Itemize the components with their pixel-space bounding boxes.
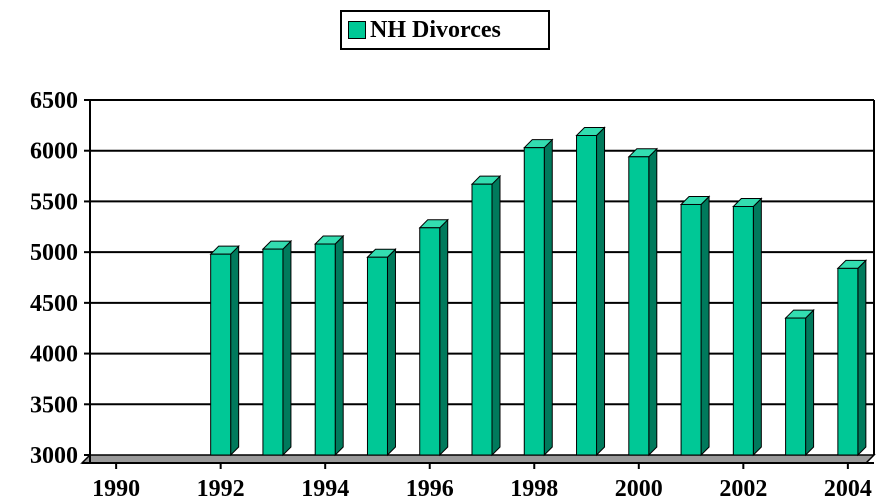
bar-front [628, 156, 650, 456]
bar-side [230, 244, 240, 457]
chart-floor [80, 454, 876, 464]
y-tick-label: 5500 [30, 189, 78, 215]
y-tick-label: 6000 [30, 139, 78, 165]
bar-side [386, 248, 396, 457]
x-tick-label: 1994 [301, 476, 349, 502]
bar-side [543, 138, 553, 457]
legend-swatch [348, 21, 366, 39]
bar-front [366, 256, 388, 456]
bar-front [523, 147, 545, 456]
x-tick-label: 2004 [824, 476, 872, 502]
bar [418, 218, 449, 457]
floor-plane [80, 454, 876, 464]
y-tick-label: 6500 [30, 88, 78, 114]
bar-side [648, 147, 658, 457]
bar-side [334, 234, 344, 457]
bars [209, 126, 868, 457]
x-tick-label: 2000 [615, 476, 663, 502]
bar-side [857, 259, 867, 457]
bar-side [282, 239, 292, 457]
bar [627, 147, 659, 457]
y-tick-label: 5000 [30, 240, 78, 266]
bar-side [805, 308, 815, 457]
bar [366, 248, 397, 457]
bar [313, 234, 345, 457]
bar-side [700, 195, 710, 457]
bar [523, 138, 554, 457]
bar [575, 126, 606, 457]
y-tick-labels: 3000 3500 4000 4500 5000 5500 6000 6500 [30, 88, 78, 469]
x-tick-label: 1998 [510, 476, 558, 502]
bar [261, 239, 293, 457]
bar-front [314, 243, 336, 456]
bar [836, 259, 868, 457]
bar [732, 197, 763, 457]
y-tick-label: 4000 [30, 342, 78, 368]
axes [82, 100, 875, 464]
bar-front [837, 267, 859, 456]
y-tick-label: 4500 [30, 291, 78, 317]
bar-front [471, 183, 493, 456]
legend-label: NH Divorces [370, 16, 501, 43]
bar-side [752, 197, 762, 457]
x-tick-label: 1990 [92, 476, 140, 502]
y-tick-label: 3500 [30, 392, 78, 418]
bar [209, 244, 240, 457]
bar [679, 195, 711, 457]
y-tick-label: 3000 [30, 443, 78, 469]
bar-side [596, 126, 606, 457]
bar-front [210, 253, 232, 456]
bar-front [680, 203, 702, 456]
bar-front [785, 317, 807, 456]
bar [784, 308, 815, 457]
legend: NH Divorces [340, 10, 550, 50]
bar-front [576, 135, 598, 456]
bar [470, 174, 502, 457]
x-tick-label: 2002 [719, 476, 767, 502]
bar-front [732, 206, 754, 456]
bar-front [262, 248, 284, 456]
x-tick-labels: 1990 1992 1994 1996 1998 2000 2002 2004 [92, 463, 872, 502]
bar-side [439, 218, 449, 457]
x-tick-label: 1992 [197, 476, 245, 502]
bar-side [491, 174, 501, 457]
bar-front [419, 227, 441, 456]
x-tick-label: 1996 [406, 476, 454, 502]
